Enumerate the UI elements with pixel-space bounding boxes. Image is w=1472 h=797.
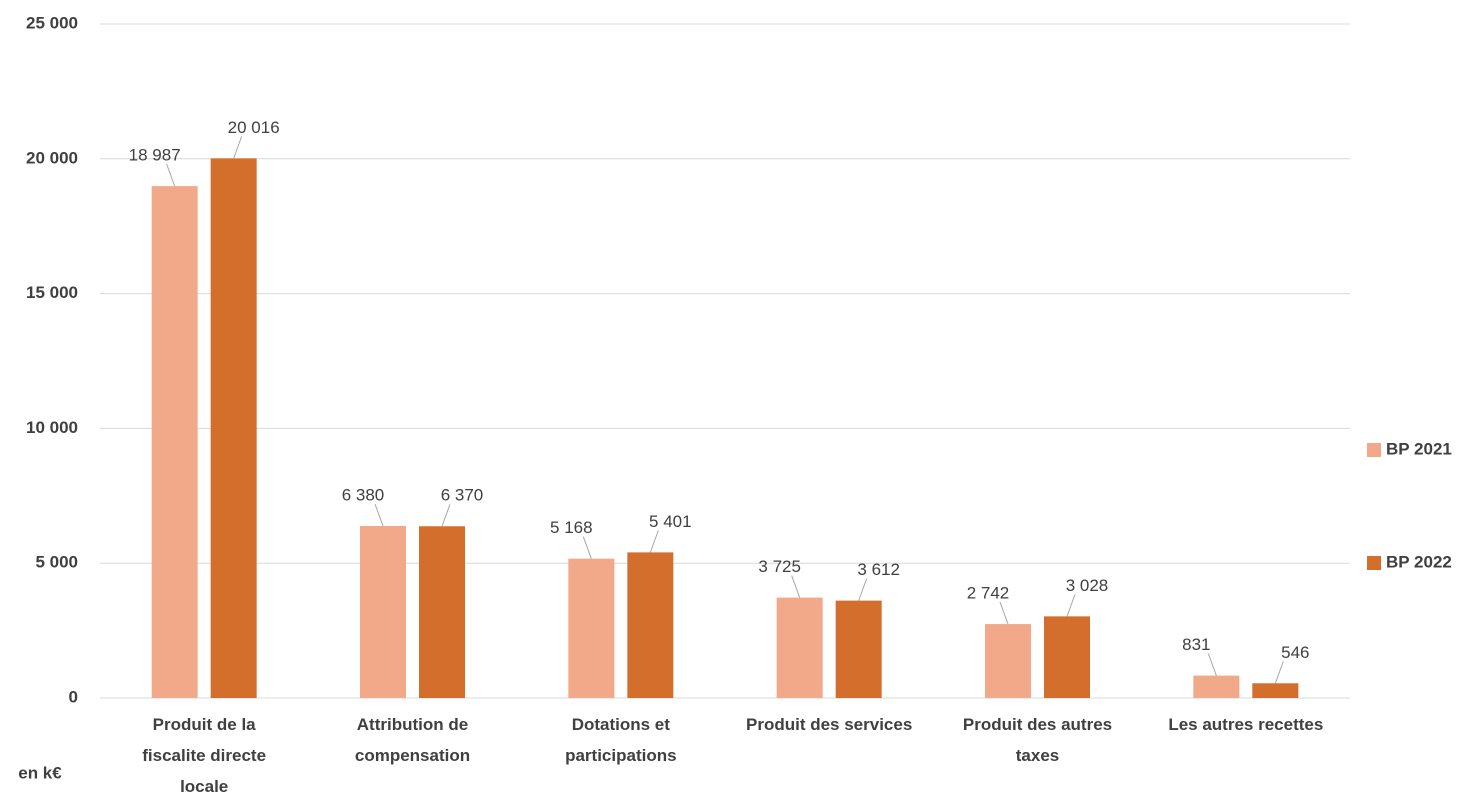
bar — [985, 624, 1031, 698]
value-label: 3 028 — [1066, 576, 1109, 595]
legend-label: BP 2021 — [1386, 439, 1452, 458]
leader-line — [649, 530, 659, 553]
label-line: compensation — [355, 746, 470, 765]
bar — [419, 526, 465, 698]
value-label: 6 370 — [441, 486, 484, 505]
bar — [210, 158, 257, 698]
label-line: Les autres recettes — [1168, 715, 1323, 734]
leader-line — [1066, 594, 1076, 617]
bar — [151, 186, 198, 698]
x-tick-label: Attribution de compensation — [355, 715, 470, 765]
label-line: Attribution de — [357, 715, 468, 734]
bar — [568, 558, 615, 698]
bar — [627, 552, 674, 698]
label-line: locale — [180, 777, 228, 796]
x-tick-label: Les autres recettes — [1168, 715, 1323, 734]
y-tick-label: 0 — [69, 687, 78, 706]
label-line: taxes — [1016, 746, 1059, 765]
label-line: Produit des autres — [963, 715, 1112, 734]
y-axis-label: en k€ — [18, 763, 62, 782]
value-label: 3 612 — [857, 560, 900, 579]
legend-swatch — [1367, 443, 1381, 457]
value-label: 5 401 — [649, 512, 692, 531]
value-label: 2 742 — [967, 584, 1010, 603]
value-label: 546 — [1281, 643, 1309, 662]
leader-line — [791, 575, 801, 598]
bar — [1193, 675, 1240, 698]
bar — [1044, 616, 1090, 698]
bar — [776, 597, 823, 698]
leader-line — [1274, 661, 1284, 684]
leader-line — [858, 578, 868, 601]
bar — [835, 600, 882, 698]
value-label: 20 016 — [228, 118, 280, 137]
value-label: 3 725 — [758, 557, 801, 576]
label-line: Produit des services — [746, 715, 912, 734]
bar — [1252, 683, 1299, 698]
legend-label: BP 2022 — [1386, 552, 1452, 571]
leader-line — [1207, 653, 1217, 676]
leader-line — [233, 136, 243, 159]
value-label: 6 380 — [342, 485, 385, 504]
leader-line — [999, 601, 1009, 625]
y-tick-label: 25 000 — [26, 13, 78, 32]
x-tick-label: Dotations et participations — [565, 715, 676, 765]
label-line: Dotations et — [572, 715, 671, 734]
leader-line — [441, 504, 451, 527]
value-label: 18 987 — [129, 146, 181, 165]
label-line: fiscalite directe — [142, 746, 266, 765]
label-line: participations — [565, 746, 676, 765]
leader-line — [374, 503, 384, 527]
y-tick-label: 10 000 — [26, 418, 78, 437]
label-line: Produit de la — [153, 715, 257, 734]
leader-line — [166, 163, 176, 187]
legend-swatch — [1367, 556, 1381, 570]
x-tick-label: Produit des services — [746, 715, 912, 734]
y-tick-label: 20 000 — [26, 148, 78, 167]
bar — [360, 525, 406, 698]
value-label: 5 168 — [550, 518, 593, 537]
x-tick-label: Produit de la fiscalite directe locale — [142, 715, 266, 796]
value-label: 831 — [1182, 635, 1210, 654]
x-tick-label: Produit des autres taxes — [963, 715, 1112, 765]
leader-line — [582, 536, 592, 559]
y-tick-label: 15 000 — [26, 283, 78, 302]
y-tick-label: 5 000 — [35, 553, 78, 572]
